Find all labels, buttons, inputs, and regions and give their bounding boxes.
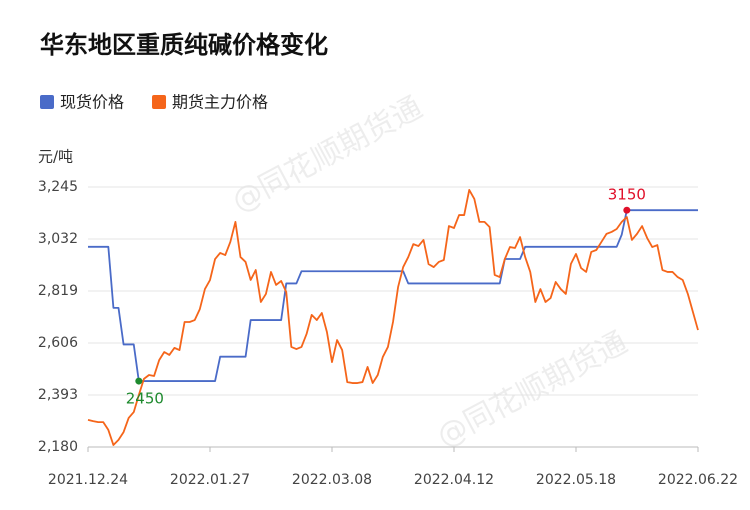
legend-label: 期货主力价格 xyxy=(172,93,268,112)
x-tick-label: 2022.06.22 xyxy=(658,472,738,488)
x-tick-label: 2022.04.12 xyxy=(414,472,494,488)
watermark: @同花顺期货通 xyxy=(431,325,633,454)
x-tick-label: 2022.01.27 xyxy=(170,472,250,488)
y-tick-label: 3,032 xyxy=(38,231,78,247)
x-tick-label: 2021.12.24 xyxy=(48,472,128,488)
legend-swatch xyxy=(40,95,54,109)
legend-label: 现货价格 xyxy=(60,93,124,112)
chart-title: 华东地区重质纯碱价格变化 xyxy=(40,31,328,59)
series-line xyxy=(88,209,698,382)
y-tick-label: 2,606 xyxy=(38,335,78,351)
x-tick-label: 2022.03.08 xyxy=(292,472,372,488)
x-tick-label: 2022.05.18 xyxy=(536,472,616,488)
annotation-label: 3150 xyxy=(608,186,646,204)
series-line xyxy=(87,189,699,446)
y-tick-label: 2,180 xyxy=(38,439,78,455)
y-tick-label: 3,245 xyxy=(38,179,78,195)
annotation-dot xyxy=(135,377,143,385)
y-tick-label: 2,819 xyxy=(38,283,78,299)
y-axis-label: 元/吨 xyxy=(38,148,73,166)
annotation-label: 2450 xyxy=(126,390,164,408)
legend-swatch xyxy=(152,95,167,109)
y-tick-label: 2,393 xyxy=(38,387,78,403)
annotation-dot xyxy=(623,206,631,214)
